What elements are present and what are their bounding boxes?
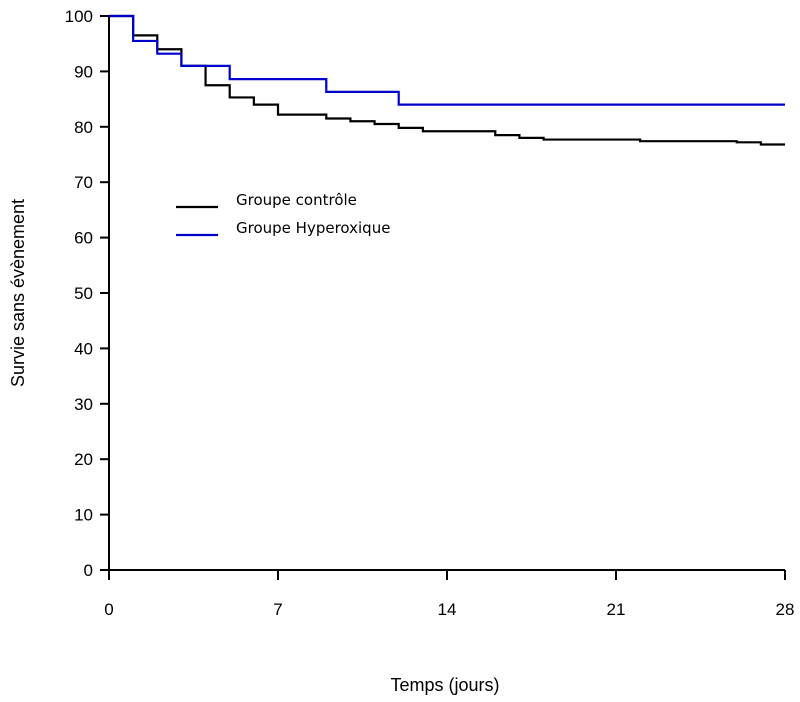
y-tick-label: 50	[74, 284, 93, 303]
y-axis-title: Survie sans évènement	[8, 199, 28, 387]
legend-label: Groupe contrôle	[236, 191, 357, 209]
axes	[108, 16, 785, 571]
y-tick-label: 20	[74, 450, 93, 469]
x-tick-label: 0	[104, 600, 113, 619]
x-axis-title: Temps (jours)	[390, 675, 499, 695]
x-tick-label: 7	[273, 600, 282, 619]
y-tick-label: 30	[74, 395, 93, 414]
x-tick-label: 28	[776, 600, 795, 619]
y-tick-label: 60	[74, 229, 93, 248]
y-tick-label: 40	[74, 339, 93, 358]
series-line-controle	[109, 14, 785, 146]
x-ticks: 0 7 14 21 28	[104, 570, 794, 619]
y-ticks: 0 10 20 30 40 50 60 70 80 90 100	[65, 7, 109, 580]
y-tick-label: 0	[84, 561, 93, 580]
y-tick-label: 90	[74, 62, 93, 81]
y-tick-label: 10	[74, 506, 93, 525]
y-tick-label: 80	[74, 118, 93, 137]
legend: Groupe contrôle Groupe Hyperoxique	[176, 191, 390, 237]
x-tick-label: 14	[438, 600, 457, 619]
x-tick-label: 21	[607, 600, 626, 619]
y-tick-label: 70	[74, 173, 93, 192]
series-line-hyperoxique	[109, 14, 785, 106]
y-tick-label: 100	[65, 7, 93, 26]
series-layer	[109, 14, 785, 146]
legend-label: Groupe Hyperoxique	[236, 219, 390, 237]
